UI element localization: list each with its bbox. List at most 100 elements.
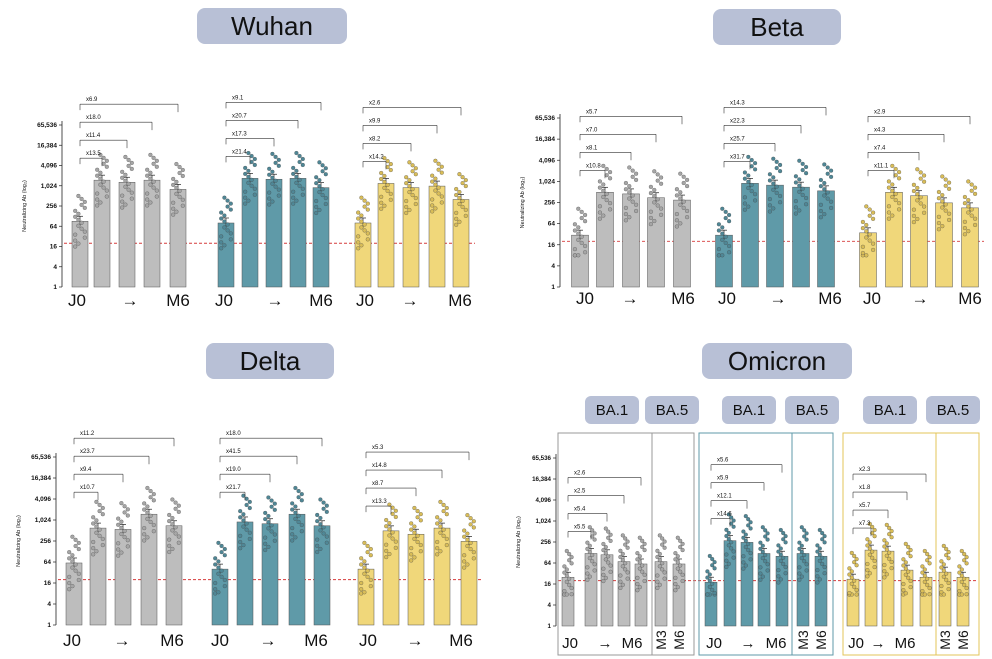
data-point-3-1-4-6 [781, 561, 786, 567]
y-tick-label-3-8: 1 [548, 623, 552, 630]
data-point-3-2-1-8 [865, 568, 870, 573]
data-point-3-1-1-9 [726, 537, 731, 542]
data-point-0-0-2-12 [120, 169, 125, 174]
data-point-1-0-4-17 [678, 190, 683, 195]
data-point-0-1-3-9 [294, 174, 299, 179]
data-point-3-1-6-0 [815, 580, 820, 585]
y-tick-label-1-6: 16 [548, 242, 556, 249]
data-point-1-0-4-7 [685, 184, 690, 189]
data-point-0-0-4-6 [177, 194, 182, 199]
data-point-3-0-3-8 [618, 579, 623, 584]
y-tick-label-0-4: 256 [46, 203, 57, 210]
fold-label-3-1-1: x12.1 [717, 494, 732, 500]
data-point-0-0-1-8 [95, 197, 100, 202]
data-point-0-0-0-15 [82, 199, 87, 204]
data-point-1-2-0-9 [864, 229, 869, 234]
data-point-2-0-3-11 [151, 522, 156, 528]
data-point-3-0-3-12 [618, 548, 623, 553]
data-point-0-2-2-11 [413, 196, 418, 201]
data-point-2-2-0-2 [365, 550, 370, 555]
data-point-2-1-0-14 [219, 568, 224, 573]
data-point-3-2-5-16 [939, 583, 944, 589]
data-point-3-1-4-13 [778, 577, 783, 582]
data-point-0-0-4-8 [171, 206, 176, 211]
data-point-0-0-0-16 [73, 232, 78, 237]
data-point-1-2-1-14 [893, 191, 898, 196]
data-point-3-0-4-13 [637, 585, 642, 590]
data-point-0-0-4-12 [171, 176, 176, 181]
data-point-3-0-4-5 [637, 535, 642, 540]
data-point-2-1-1-6 [244, 527, 249, 532]
data-point-1-0-1-0 [597, 216, 602, 221]
fold-label-1-2-3: x2.9 [874, 109, 886, 115]
data-point-3-2-3-8 [901, 588, 906, 593]
data-point-1-2-0-2 [867, 213, 872, 218]
data-point-1-0-1-9 [601, 188, 606, 193]
data-point-0-0-3-13 [148, 200, 153, 205]
fold-label-3-0-1: x5.4 [574, 506, 586, 512]
data-point-2-1-4-11 [324, 534, 329, 539]
data-point-0-2-3-6 [436, 191, 441, 196]
y-tick-label-3-3: 1,024 [536, 518, 552, 525]
data-point-2-1-1-8 [238, 539, 243, 545]
data-point-1-1-4-8 [818, 208, 823, 214]
data-point-1-2-4-9 [966, 204, 971, 209]
data-point-1-1-1-1 [746, 185, 751, 191]
data-point-0-0-3-9 [148, 176, 153, 181]
data-point-1-0-0-16 [572, 247, 577, 252]
data-point-3-1-1-13 [726, 561, 731, 566]
data-point-1-1-1-2 [749, 164, 754, 169]
data-point-1-1-0-2 [723, 216, 728, 221]
data-point-1-0-0-6 [579, 240, 584, 245]
data-point-2-1-0-9 [216, 565, 221, 570]
data-point-0-2-3-11 [439, 194, 444, 199]
data-point-2-1-1-0 [238, 546, 243, 551]
data-point-0-0-1-0 [95, 203, 100, 208]
title-beta: Beta [713, 9, 841, 45]
data-point-1-2-3-1 [940, 205, 945, 210]
data-point-1-0-1-2 [604, 173, 609, 178]
data-point-2-1-3-13 [293, 535, 298, 540]
data-point-2-0-2-7 [125, 513, 130, 518]
data-point-0-1-1-12 [243, 165, 248, 170]
fold-label-2-2-0: x13.3 [372, 499, 387, 505]
x-label-arrow-1-0: → [622, 289, 639, 308]
data-point-2-1-4-5 [318, 497, 323, 502]
data-point-2-2-0-7 [368, 553, 373, 558]
data-point-0-2-4-9 [457, 195, 462, 201]
data-point-0-1-2-6 [273, 184, 278, 189]
data-point-3-0-2-12 [601, 541, 606, 547]
x-label-m6-3-1: M6 [766, 635, 787, 652]
data-point-1-1-3-3 [804, 202, 809, 207]
data-point-1-0-4-11 [685, 208, 690, 214]
data-point-2-1-4-13 [318, 546, 323, 551]
data-point-0-2-4-17 [457, 189, 462, 195]
fold-label-3-2-0: x7.3 [859, 521, 871, 527]
data-point-0-0-3-4 [145, 173, 150, 178]
data-point-2-1-1-1 [241, 524, 246, 529]
data-point-2-2-0-3 [368, 584, 373, 589]
fold-label-3-0-2: x2.5 [574, 488, 586, 494]
data-point-3-0-0-11 [569, 585, 574, 591]
data-point-2-0-2-5 [119, 501, 124, 506]
data-point-0-1-4-14 [320, 187, 325, 192]
data-point-3-2-2-15 [889, 529, 894, 534]
data-point-2-0-3-15 [151, 492, 156, 497]
data-point-0-0-2-5 [123, 154, 128, 160]
data-point-1-2-2-13 [915, 216, 920, 222]
data-point-3-1-1-6 [729, 546, 734, 551]
data-point-2-2-1-12 [384, 518, 389, 523]
data-point-0-1-4-7 [323, 172, 328, 177]
data-point-3-1-1-5 [726, 512, 731, 517]
data-point-2-0-2-2 [122, 510, 127, 515]
data-point-1-0-4-14 [681, 199, 686, 204]
data-point-1-2-1-1 [890, 194, 895, 200]
subvariant-ba1-grey: BA.1 [585, 396, 639, 424]
data-point-2-1-4-3 [324, 540, 329, 545]
data-point-2-0-0-4 [67, 556, 72, 561]
data-point-0-1-2-16 [267, 190, 272, 195]
data-point-3-2-1-7 [872, 534, 877, 539]
data-point-2-0-3-3 [151, 529, 156, 534]
x-label-m3-ba5-1: M3 [795, 630, 811, 650]
data-point-3-1-6-5 [817, 527, 822, 533]
